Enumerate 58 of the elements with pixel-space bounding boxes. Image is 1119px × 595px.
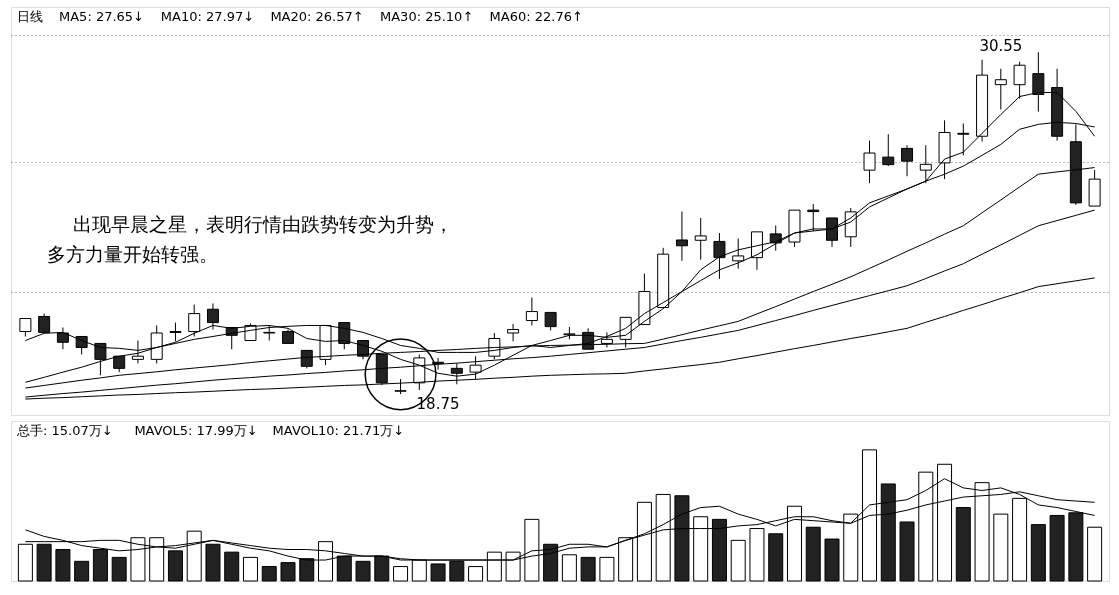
bar xyxy=(768,533,784,582)
annotation: MA60: 22.76↑ xyxy=(489,9,583,24)
candlestick xyxy=(694,217,707,261)
bar xyxy=(1087,526,1103,582)
text: MAVOL5: 17.99万↓ xyxy=(134,423,258,438)
bar xyxy=(580,556,596,582)
candlestick xyxy=(507,323,520,342)
candlestick xyxy=(131,340,144,364)
bar xyxy=(55,549,71,582)
candlestick xyxy=(901,144,914,177)
text: 总手: 15.07万↓ xyxy=(16,423,113,438)
bar xyxy=(355,560,371,582)
candlestick xyxy=(863,140,876,184)
bar xyxy=(280,562,296,582)
bar xyxy=(749,528,765,582)
bar xyxy=(261,566,277,582)
annotation: MA20: 26.57↑ xyxy=(270,9,364,24)
candlestick xyxy=(882,133,895,167)
candlestick xyxy=(994,68,1007,111)
bar xyxy=(805,526,821,582)
bar xyxy=(111,556,127,582)
candlestick xyxy=(957,122,970,156)
bar xyxy=(824,538,840,582)
candlestick xyxy=(826,217,838,248)
bar xyxy=(730,539,746,582)
annotation: 日线 xyxy=(17,9,43,24)
bar xyxy=(393,566,409,582)
annotation: MA30: 25.10↑ xyxy=(380,9,474,24)
candlestick xyxy=(675,211,688,262)
candlestick xyxy=(206,302,219,331)
bar xyxy=(1049,514,1065,582)
annotation: 出现早晨之星，表明行情由跌势转变为升势，多方力量开始转强。 xyxy=(47,213,453,265)
candlestick xyxy=(169,322,182,342)
annotation: MA5: 27.65↓ xyxy=(59,9,145,24)
bar xyxy=(468,566,484,582)
candlestick xyxy=(38,313,51,333)
annotation: 18.75 xyxy=(416,395,460,414)
bar xyxy=(224,551,240,582)
candlestick xyxy=(919,144,932,184)
annotation: 30.55 xyxy=(979,37,1023,56)
bar xyxy=(899,521,915,582)
bar xyxy=(561,554,577,582)
bar xyxy=(955,507,971,582)
candlestick xyxy=(188,304,201,337)
candlestick xyxy=(525,297,538,326)
candlestick xyxy=(713,232,726,280)
bar xyxy=(36,543,52,582)
bar xyxy=(1030,524,1046,582)
candlestick xyxy=(732,238,745,270)
bar xyxy=(74,560,90,582)
text: MAVOL10: 21.71万↓ xyxy=(272,423,405,438)
bar xyxy=(242,556,258,582)
bar xyxy=(430,563,446,582)
bar xyxy=(599,556,615,582)
bar xyxy=(17,543,33,582)
annotation: MA10: 27.97↓ xyxy=(160,9,255,24)
candlestick xyxy=(56,326,69,350)
bar xyxy=(993,513,1009,582)
